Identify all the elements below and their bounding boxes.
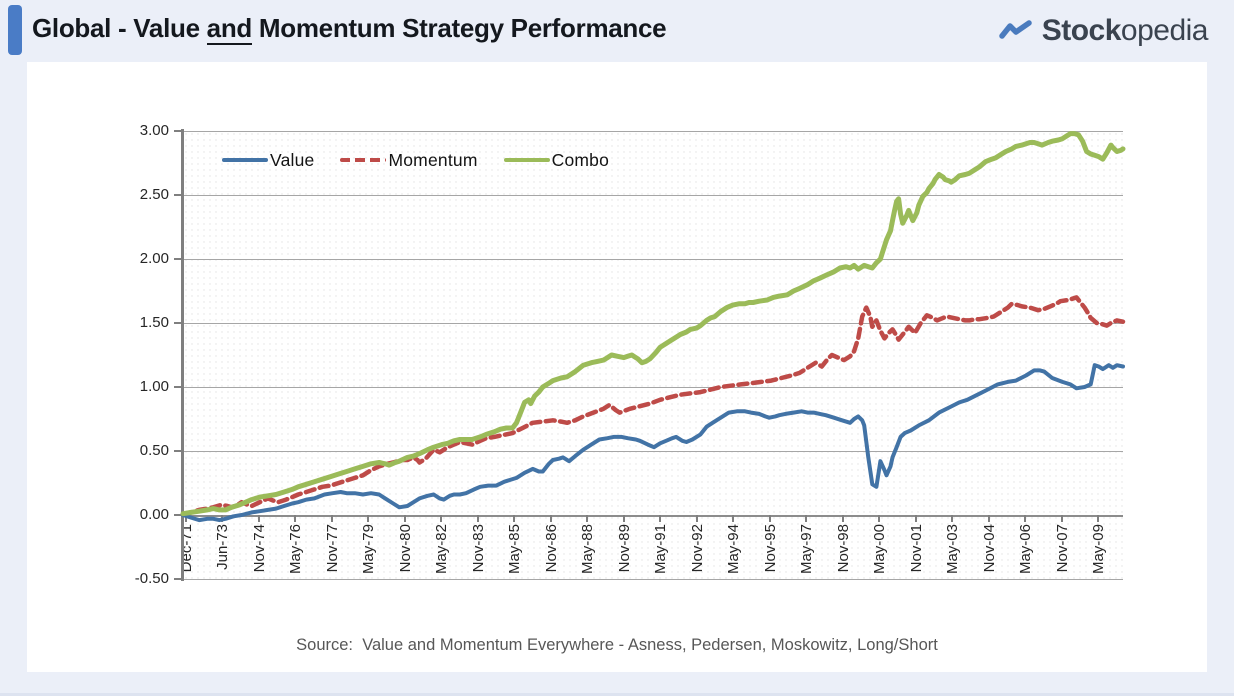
x-axis-tick xyxy=(185,515,187,522)
legend-sample-combo xyxy=(503,157,550,163)
page-bottom-edge xyxy=(0,693,1234,696)
y-gridline xyxy=(183,195,1123,196)
logo-text-bold: Stock xyxy=(1041,14,1122,47)
y-tick-label: 0.50 xyxy=(139,442,169,459)
y-axis-tick xyxy=(174,322,182,324)
x-axis-tick xyxy=(841,515,844,522)
x-axis-tick xyxy=(513,515,516,522)
y-gridline xyxy=(183,451,1123,452)
series-line-value xyxy=(181,363,1125,523)
x-axis-tick xyxy=(257,515,260,522)
y-tick-label: 2.00 xyxy=(139,250,169,267)
title-prefix: Global - Value xyxy=(32,13,207,43)
y-axis-line xyxy=(181,129,184,581)
x-axis-tick xyxy=(805,515,808,522)
page-title: Global - Value and Momentum Strategy Per… xyxy=(32,13,667,45)
y-axis-tick xyxy=(174,578,182,580)
legend-label-value: Value xyxy=(270,149,315,170)
y-tick-label: 1.50 xyxy=(139,314,169,331)
x-axis-line xyxy=(183,514,1123,517)
x-axis-tick xyxy=(367,515,370,522)
legend-item-value: Value xyxy=(222,150,340,171)
x-axis-tick xyxy=(695,515,698,522)
stockopedia-logo: Stockopedia xyxy=(998,14,1209,48)
y-gridline xyxy=(183,131,1123,132)
y-axis-tick xyxy=(174,514,182,516)
x-axis-tick xyxy=(768,515,771,522)
logo-text-light: opedia xyxy=(1120,14,1209,47)
series-line-momentum xyxy=(180,295,1126,516)
x-axis-tick xyxy=(440,515,443,522)
y-axis-tick xyxy=(174,450,182,452)
x-axis-tick xyxy=(914,515,917,522)
y-gridline xyxy=(183,387,1123,388)
series-line-combo xyxy=(180,131,1126,517)
title-accent-bar xyxy=(8,5,22,55)
x-axis-tick xyxy=(403,515,406,522)
title-suffix: Momentum Strategy Performance xyxy=(252,13,667,43)
logo-text: Stockopedia xyxy=(1041,14,1209,48)
y-axis-tick xyxy=(174,194,182,196)
x-axis-tick xyxy=(622,515,625,522)
y-gridline xyxy=(183,259,1123,260)
x-axis-tick xyxy=(549,515,552,522)
y-tick-label: -0.50 xyxy=(134,570,169,587)
legend-item-combo: Combo xyxy=(503,149,635,171)
x-axis-tick xyxy=(659,515,662,522)
x-axis-tick xyxy=(1060,515,1063,522)
y-gridline xyxy=(183,579,1123,580)
y-tick-label: 0.00 xyxy=(139,506,169,523)
legend-label-momentum: Momentum xyxy=(388,149,478,170)
x-axis-tick xyxy=(987,515,990,522)
x-axis-tick xyxy=(586,515,589,522)
x-axis-tick xyxy=(294,515,297,522)
title-underlined-word: and xyxy=(206,13,252,45)
y-axis-tick xyxy=(174,386,182,388)
legend-sample-value xyxy=(222,157,268,163)
legend-label-combo: Combo xyxy=(551,149,610,170)
chart-series-canvas xyxy=(180,131,1126,523)
legend: Value Momentum Combo xyxy=(222,147,635,173)
source-note: Source: Value and Momentum Everywhere - … xyxy=(296,636,938,654)
legend-sample-momentum xyxy=(340,157,387,163)
chart-card: 3.00 2.50 2.00 1.50 1.00 0.50 0.00 -0.50 Dec-71 J… xyxy=(27,62,1207,672)
y-tick-label: 3.00 xyxy=(139,122,169,139)
x-axis-tick xyxy=(732,515,735,522)
legend-item-momentum: Momentum xyxy=(340,150,503,171)
x-axis-tick xyxy=(476,515,479,522)
y-tick-label: 2.50 xyxy=(139,186,169,203)
y-gridline xyxy=(183,323,1123,324)
x-axis-tick xyxy=(330,515,333,522)
y-axis-tick xyxy=(174,130,182,132)
x-axis-tick xyxy=(878,515,881,522)
zigzag-wave-icon xyxy=(998,20,1032,39)
x-axis-tick xyxy=(1097,515,1099,522)
y-axis-tick xyxy=(174,258,182,260)
x-axis-tick xyxy=(951,515,954,522)
x-axis-tick xyxy=(1024,515,1027,522)
y-tick-label: 1.00 xyxy=(139,378,169,395)
